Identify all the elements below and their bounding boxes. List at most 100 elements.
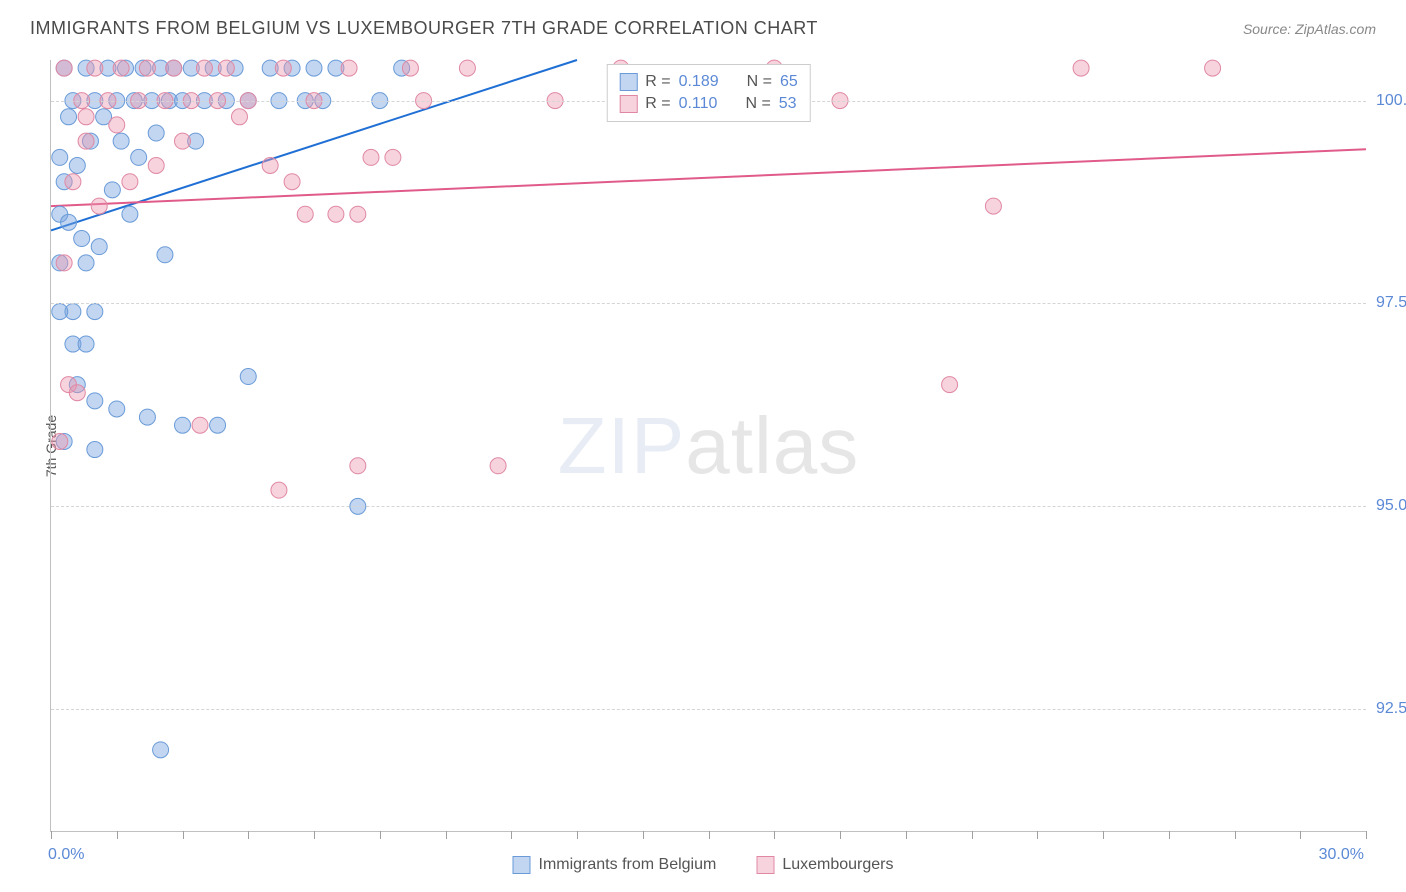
series-legend: Immigrants from Belgium Luxembourgers <box>513 856 894 874</box>
x-tick <box>380 831 381 839</box>
data-point <box>87 60 103 76</box>
trend-line <box>51 149 1366 206</box>
data-point <box>402 60 418 76</box>
data-point <box>104 182 120 198</box>
x-tick <box>314 831 315 839</box>
r-label: R = <box>645 73 670 91</box>
data-point <box>350 206 366 222</box>
gridline <box>51 709 1366 710</box>
chart-title: IMMIGRANTS FROM BELGIUM VS LUXEMBOURGER … <box>30 18 818 39</box>
data-point <box>271 482 287 498</box>
scatter-plot-svg <box>51 60 1366 831</box>
x-tick <box>248 831 249 839</box>
data-point <box>196 60 212 76</box>
data-point <box>69 385 85 401</box>
data-point <box>139 60 155 76</box>
data-point <box>148 158 164 174</box>
data-point <box>78 109 94 125</box>
data-point <box>52 304 68 320</box>
data-point <box>218 60 234 76</box>
r-value: 0.189 <box>679 73 719 91</box>
r-label: R = <box>645 95 670 113</box>
data-point <box>139 409 155 425</box>
data-point <box>240 369 256 385</box>
data-point <box>328 206 344 222</box>
y-tick-label: 95.0% <box>1376 497 1406 515</box>
data-point <box>985 198 1001 214</box>
legend-label: Immigrants from Belgium <box>539 856 717 874</box>
data-point <box>341 60 357 76</box>
y-tick-label: 100.0% <box>1376 92 1406 110</box>
x-tick <box>906 831 907 839</box>
data-point <box>113 133 129 149</box>
data-point <box>148 125 164 141</box>
x-tick <box>972 831 973 839</box>
data-point <box>65 174 81 190</box>
data-point <box>56 60 72 76</box>
legend-row: R =0.110N =53 <box>619 93 798 115</box>
data-point <box>87 393 103 409</box>
data-point <box>74 231 90 247</box>
data-point <box>284 174 300 190</box>
data-point <box>459 60 475 76</box>
data-point <box>52 433 68 449</box>
data-point <box>109 117 125 133</box>
data-point <box>122 174 138 190</box>
legend-swatch <box>513 856 531 874</box>
n-value: 53 <box>779 95 797 113</box>
source-label: Source: ZipAtlas.com <box>1243 21 1376 37</box>
x-tick <box>1366 831 1367 839</box>
x-tick <box>577 831 578 839</box>
x-tick <box>511 831 512 839</box>
data-point <box>306 60 322 76</box>
x-tick <box>774 831 775 839</box>
data-point <box>157 247 173 263</box>
x-tick <box>446 831 447 839</box>
n-label: N = <box>747 73 772 91</box>
legend-swatch <box>756 856 774 874</box>
x-tick <box>1300 831 1301 839</box>
legend-row: R = 0.189 N = 65 <box>619 71 798 93</box>
data-point <box>175 417 191 433</box>
data-point <box>113 60 129 76</box>
x-tick <box>1037 831 1038 839</box>
data-point <box>490 458 506 474</box>
data-point <box>109 401 125 417</box>
data-point <box>385 149 401 165</box>
legend-swatch <box>619 73 637 91</box>
data-point <box>61 109 77 125</box>
data-point <box>78 133 94 149</box>
data-point <box>262 158 278 174</box>
data-point <box>52 149 68 165</box>
r-value: 0.110 <box>679 95 718 113</box>
data-point <box>56 255 72 271</box>
data-point <box>78 255 94 271</box>
n-value: 65 <box>780 73 798 91</box>
data-point <box>192 417 208 433</box>
data-point <box>210 417 226 433</box>
legend-label: Luxembourgers <box>782 856 893 874</box>
data-point <box>78 336 94 352</box>
trend-line <box>51 60 577 230</box>
data-point <box>87 442 103 458</box>
correlation-legend: R =0.189N =65R =0.110N =53 <box>606 64 811 122</box>
legend-swatch <box>619 95 637 113</box>
data-point <box>131 149 147 165</box>
data-point <box>91 198 107 214</box>
legend-item: Immigrants from Belgium <box>513 856 717 874</box>
data-point <box>363 149 379 165</box>
x-tick <box>840 831 841 839</box>
data-point <box>153 742 169 758</box>
data-point <box>297 206 313 222</box>
chart-plot-area: ZIPatlas R =0.189N =65R =0.110N =53 92.5… <box>50 60 1366 832</box>
data-point <box>166 60 182 76</box>
data-point <box>275 60 291 76</box>
data-point <box>87 304 103 320</box>
x-tick <box>51 831 52 839</box>
data-point <box>122 206 138 222</box>
x-tick <box>1169 831 1170 839</box>
data-point <box>942 377 958 393</box>
legend-item: Luxembourgers <box>756 856 893 874</box>
x-tick <box>183 831 184 839</box>
x-tick <box>117 831 118 839</box>
